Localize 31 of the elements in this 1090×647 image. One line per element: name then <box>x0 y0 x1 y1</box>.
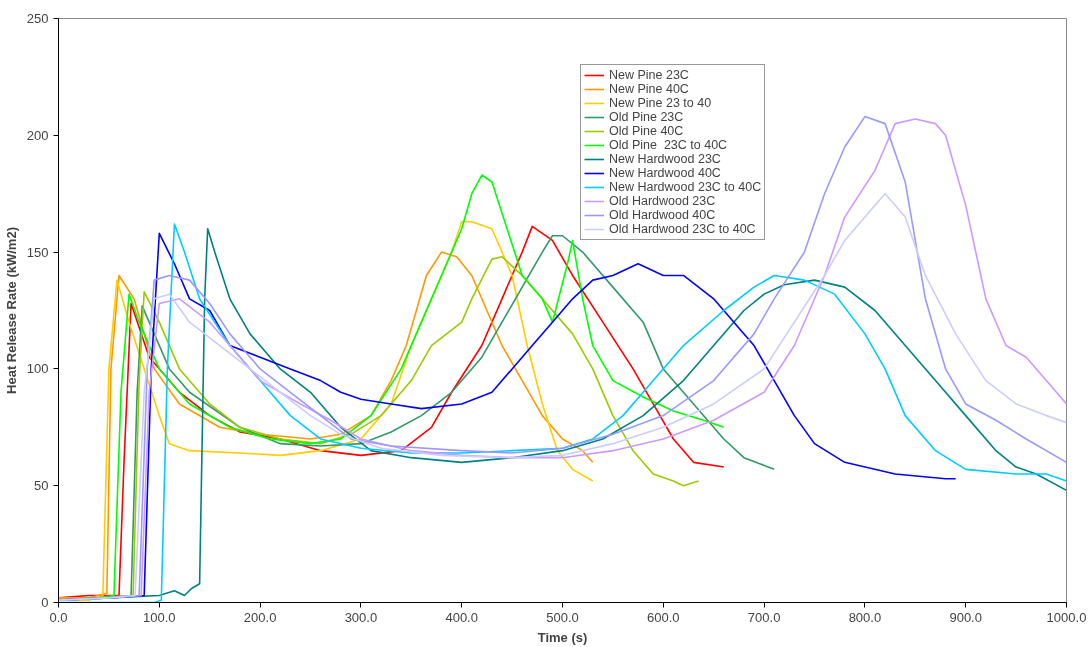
x-tick-label: 300.0 <box>344 609 378 625</box>
x-tick-label: 400.0 <box>445 609 478 625</box>
legend-label: Old Hardwood 23C <box>609 194 716 208</box>
legend-label: Old Hardwood 23C to 40C <box>609 222 756 236</box>
x-tick-label: 900.0 <box>949 609 982 625</box>
x-tick-label: 1000.0 <box>1046 609 1087 625</box>
y-tick-label: 200 <box>26 127 49 143</box>
legend-label: Old Pine 40C <box>609 124 684 138</box>
legend-label: Old Pine 23C <box>609 110 684 124</box>
x-axis-title: Time (s) <box>537 629 588 645</box>
y-tick-label: 150 <box>26 244 49 260</box>
y-axis-title: Heat Release Rate (kW/m2) <box>3 227 19 394</box>
x-tick-label: 600.0 <box>647 609 680 625</box>
y-tick-label: 250 <box>26 11 49 26</box>
legend-label: New Pine 23C <box>609 68 689 82</box>
y-tick-label: 50 <box>34 478 49 494</box>
legend-label: Old Hardwood 40C <box>609 208 716 222</box>
x-tick-label: 500.0 <box>546 609 579 625</box>
x-tick-label: 200.0 <box>243 609 277 625</box>
legend-label: Old Pine 23C to 40C <box>609 138 728 152</box>
x-tick-label: 700.0 <box>747 609 781 625</box>
legend-label: New Hardwood 40C <box>609 166 721 180</box>
legend-label: New Hardwood 23C <box>609 152 721 166</box>
y-tick-label: 100 <box>26 361 49 377</box>
legend-label: New Hardwood 23C to 40C <box>609 180 762 194</box>
x-tick-label: 100.0 <box>143 609 176 625</box>
y-tick-label: 0 <box>41 595 49 610</box>
legend-label: New Pine 40C <box>609 82 689 96</box>
x-tick-label: 800.0 <box>848 609 882 625</box>
legend-label: New Pine 23 to 40 <box>609 96 712 110</box>
x-tick-label: 0.0 <box>49 609 68 625</box>
